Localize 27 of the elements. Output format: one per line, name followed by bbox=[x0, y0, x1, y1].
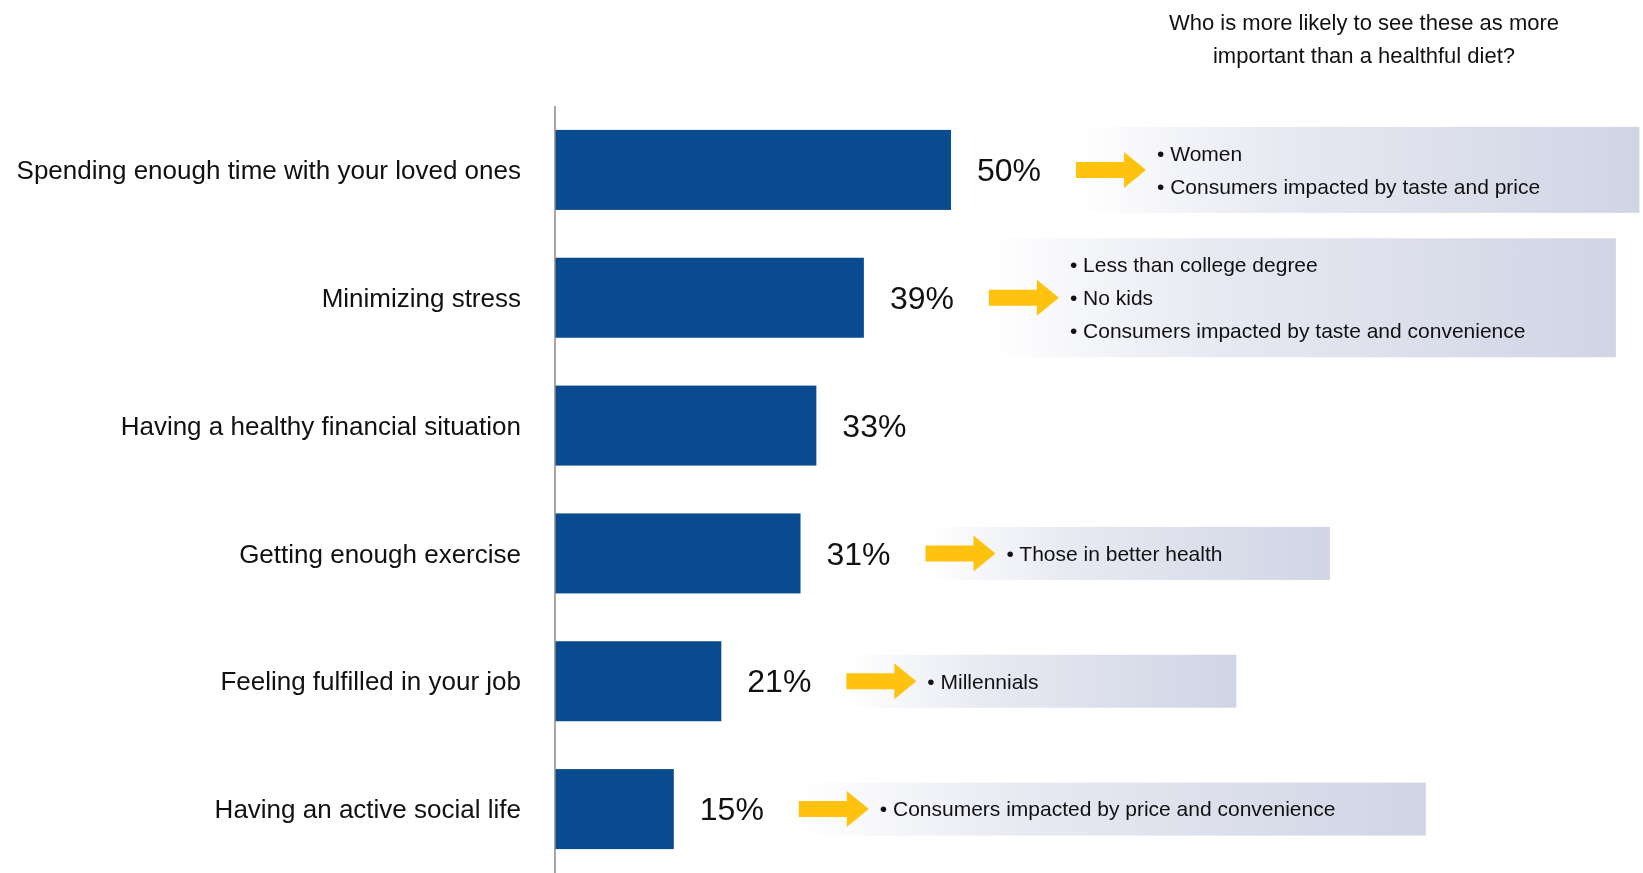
y-tick-label: Having a healthy financial situation bbox=[120, 410, 521, 441]
y-tick-label: Getting enough exercise bbox=[239, 538, 521, 569]
text: • Consumers impacted by taste and convenience bbox=[1069, 319, 1526, 343]
text: • Less than college degree bbox=[1069, 253, 1318, 277]
text: • Those in better health bbox=[1006, 541, 1223, 565]
data-label: 33% bbox=[842, 407, 907, 444]
text: • No kids bbox=[1069, 286, 1154, 310]
text: Who is more likely to see these as more important than a healthful diet? bbox=[1168, 9, 1560, 68]
y-tick-label: Feeling fulfilled in your job bbox=[220, 666, 521, 697]
y-tick-label: Spending enough time with your loved ones bbox=[16, 155, 521, 186]
text: • Consumers impacted by taste and price bbox=[1157, 174, 1541, 198]
data-label: 15% bbox=[699, 791, 764, 828]
data-label: 31% bbox=[826, 535, 891, 572]
data-label: 50% bbox=[977, 152, 1042, 189]
data-label: 39% bbox=[889, 279, 954, 316]
annotation: • Consumers impacted by price and convenience bbox=[879, 797, 1336, 821]
bar bbox=[555, 385, 817, 466]
bar bbox=[555, 641, 722, 722]
y-tick-label: Minimizing stress bbox=[321, 282, 521, 313]
bar bbox=[555, 769, 674, 850]
bar bbox=[555, 129, 951, 210]
bar bbox=[555, 513, 801, 594]
data-label: 21% bbox=[747, 663, 812, 700]
bar bbox=[555, 257, 864, 338]
text: • Women bbox=[1157, 141, 1243, 165]
annotation: • Millennials bbox=[927, 669, 1039, 693]
y-tick-label: Having an active social life bbox=[214, 794, 521, 825]
